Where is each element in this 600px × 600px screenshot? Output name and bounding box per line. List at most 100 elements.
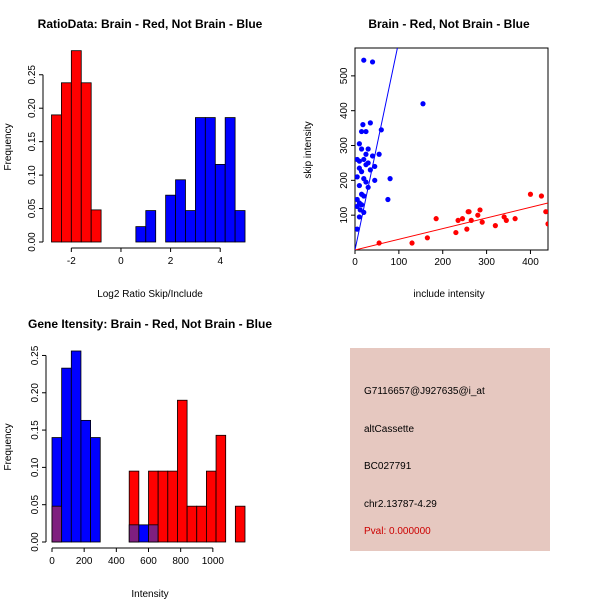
scatter-point-blue <box>378 127 384 133</box>
ratio-histogram-bar <box>135 226 147 243</box>
intensity-histogram-x-tick-label: 400 <box>108 556 125 567</box>
intensity-histogram-y-tick-label: 0.00 <box>30 532 41 552</box>
scatter-point-blue <box>358 128 365 135</box>
intensity-histogram-ylabel: Frequency <box>3 423 14 470</box>
intensity-histogram-bar <box>177 399 188 543</box>
location-text: chr2.13787-4.29 <box>364 499 437 510</box>
intensity-histogram-x-tick-label: 200 <box>76 556 93 567</box>
intensity-scatter-y-tick-label: 400 <box>339 102 350 119</box>
intensity-histogram-bar <box>234 505 246 543</box>
ratio-histogram-x-tick-label: -2 <box>67 256 76 267</box>
intensity-histogram-bar <box>196 505 207 543</box>
intensity-histogram-axes: 0 200 400 600 800 1000 0.00 0.05 0.10 0.15 0.20 0.2… <box>30 345 224 567</box>
intensity-scatter-plot-box <box>354 47 549 251</box>
probe-id-text: G7116657@J927635@i_at <box>364 386 485 397</box>
scatter-point-red <box>477 207 483 213</box>
ratio-histogram-bar <box>145 210 157 243</box>
scatter-point-blue <box>360 122 366 128</box>
scatter-point-blue <box>369 153 376 159</box>
intensity-histogram-y-tick-label: 0.10 <box>30 457 41 477</box>
intensity-histogram-title: Gene Itensity: Brain - Red, Not Brain - … <box>28 317 272 331</box>
scatter-point-blue <box>358 146 365 152</box>
scatter-point-blue <box>365 146 371 152</box>
intensity-histogram-x-tick-label: 1000 <box>202 556 225 567</box>
scatter-point-blue <box>387 176 393 182</box>
scatter-point-blue <box>361 193 367 199</box>
ratio-histogram-bar <box>185 210 196 243</box>
scatter-point-red <box>503 217 509 223</box>
scatter-point-blue <box>361 156 367 163</box>
intensity-scatter-y-tick-label: 100 <box>339 206 350 223</box>
scatter-point-red <box>538 193 545 199</box>
scatter-point-blue <box>356 158 362 164</box>
ratio-histogram-bar <box>51 114 62 243</box>
ratio-histogram-y-tick-label: 0.05 <box>27 198 38 218</box>
ratio-histogram-bar <box>70 50 82 243</box>
scatter-point-blue <box>361 209 367 215</box>
ratio-histogram-ylabel: Frequency <box>3 123 14 170</box>
scatter-point-red <box>409 240 415 246</box>
intensity-scatter-y-tick-label: 300 <box>339 137 350 154</box>
intensity-histogram-bar <box>157 470 169 543</box>
intensity-scatter-marks <box>355 48 548 250</box>
ratio-histogram-title: RatioData: Brain - Red, Not Brain - Blue <box>38 17 263 31</box>
intensity-histogram-y-tick-label: 0.20 <box>30 383 41 403</box>
scatter-point-red <box>545 221 548 227</box>
scatter-point-red <box>455 217 461 223</box>
ratio-histogram-y-tick-label: 0.00 <box>27 232 38 252</box>
ratio-histogram-y-tick-label: 0.20 <box>27 98 38 118</box>
intensity-histogram-bar <box>90 437 101 543</box>
ratio-histogram-bar <box>234 210 246 243</box>
scatter-point-blue <box>363 151 369 157</box>
scatter-point-red <box>459 216 466 222</box>
intensity-scatter-title: Brain - Red, Not Brain - Blue <box>368 17 530 31</box>
ratio-histogram-bar <box>165 194 176 243</box>
intensity-histogram-bar <box>205 470 217 543</box>
ratio-histogram-bar <box>224 117 236 243</box>
intensity-scatter-axes: 0 100 200 300 400 100 200 300 400 500 <box>339 67 539 268</box>
intensity-histogram-bar <box>51 505 63 543</box>
scatter-point-red <box>453 229 459 236</box>
ratio-histogram-bar <box>80 82 92 243</box>
accession-text: BC027791 <box>364 461 412 472</box>
scatter-point-red <box>433 216 439 222</box>
scatter-point-blue <box>365 184 371 190</box>
scatter-point-red <box>492 223 498 229</box>
ratio-histogram-bar <box>195 117 206 243</box>
intensity-histogram-bar <box>215 434 227 543</box>
scatter-point-blue <box>355 226 360 232</box>
scatter-point-blue <box>356 214 362 220</box>
scatter-point-red <box>479 219 485 225</box>
ratio-histogram-bars <box>51 50 246 243</box>
intensity-histogram-x-tick-label: 600 <box>140 556 157 567</box>
intensity-scatter-xlabel: include intensity <box>413 289 484 300</box>
intensity-histogram-bar <box>70 350 82 543</box>
scatter-point-blue <box>356 182 362 189</box>
scatter-point-blue <box>420 101 426 107</box>
pval-text: Pval: 0.000000 <box>364 526 431 537</box>
ratio-histogram-bar <box>90 209 102 243</box>
intensity-histogram-bars <box>51 350 246 543</box>
scatter-point-red <box>465 209 471 215</box>
scatter-fit-line-blue <box>355 48 398 250</box>
scatter-point-blue <box>358 169 365 175</box>
ratio-histogram-y-tick-label: 0.10 <box>27 165 38 185</box>
intensity-histogram-bar <box>80 419 91 543</box>
scatter-point-blue <box>355 174 360 180</box>
scatter-point-blue <box>356 141 362 147</box>
intensity-scatter-x-tick-label: 200 <box>434 257 451 268</box>
scatter-point-blue <box>372 163 378 170</box>
scatter-point-blue <box>385 196 391 203</box>
ratio-histogram-x-tick-label: 0 <box>118 256 124 267</box>
scatter-point-blue <box>369 59 376 65</box>
intensity-histogram-bar <box>167 470 178 543</box>
intensity-scatter-x-tick-label: 100 <box>391 257 408 268</box>
intensity-scatter-ylabel: skip intensity <box>303 121 314 178</box>
scatter-fit-line-red <box>355 202 548 250</box>
intensity-histogram-bar <box>186 505 198 543</box>
scatter-point-blue <box>361 57 367 63</box>
scatter-point-blue <box>372 177 378 183</box>
scatter-point-red <box>464 226 470 232</box>
probe-info-panel: G7116657@J927635@i_at altCassette BC0277… <box>350 348 550 551</box>
